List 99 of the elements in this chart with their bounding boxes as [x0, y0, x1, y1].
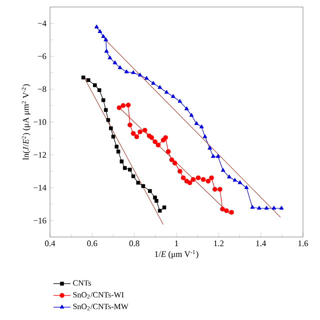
point	[124, 69, 129, 74]
point	[163, 135, 168, 140]
point	[120, 103, 126, 108]
point	[153, 196, 157, 200]
point	[141, 184, 146, 188]
point	[120, 160, 124, 164]
point	[171, 94, 176, 98]
point	[218, 186, 222, 192]
point	[212, 186, 218, 192]
y-tick-label: −14	[34, 184, 46, 191]
point	[111, 134, 116, 139]
point	[189, 113, 194, 117]
point	[272, 206, 276, 210]
x-tick-label: 1.4	[256, 240, 266, 246]
point	[148, 189, 152, 193]
point	[134, 134, 140, 140]
point	[202, 134, 208, 138]
point	[104, 108, 108, 112]
y-tick-label: −12	[34, 152, 46, 158]
point	[109, 126, 113, 130]
point	[154, 198, 158, 203]
point	[118, 65, 122, 70]
point	[94, 24, 99, 28]
point	[169, 157, 174, 162]
point	[131, 70, 136, 74]
point	[190, 177, 196, 182]
point	[220, 206, 225, 212]
point	[106, 118, 110, 122]
x-tick-label: 0.8	[129, 240, 140, 246]
point	[122, 166, 127, 170]
point	[180, 175, 186, 180]
point	[128, 168, 132, 172]
point	[81, 76, 86, 80]
point	[229, 210, 234, 215]
point	[216, 154, 220, 158]
point	[162, 206, 166, 210]
point	[209, 175, 214, 180]
point	[232, 178, 238, 182]
y-tick-label: −10	[34, 119, 46, 125]
x-tick-label: 0.4	[45, 240, 56, 246]
point	[158, 208, 162, 213]
point	[138, 129, 142, 134]
point	[158, 85, 162, 89]
point	[98, 29, 102, 33]
point	[128, 122, 132, 128]
point	[93, 83, 97, 88]
point	[97, 88, 102, 92]
point	[144, 76, 149, 80]
point	[136, 180, 140, 185]
point	[196, 175, 201, 180]
y-tick-label: −4	[38, 20, 46, 26]
point	[101, 98, 106, 102]
point	[101, 34, 106, 38]
x-tick-label: 1	[175, 240, 178, 246]
point	[116, 105, 122, 110]
point	[257, 206, 262, 210]
point	[250, 205, 255, 209]
point	[178, 99, 182, 103]
x-tick-label: 1.2	[214, 240, 224, 246]
point	[279, 206, 284, 210]
point	[152, 139, 158, 144]
point	[194, 121, 199, 125]
point	[86, 78, 90, 82]
point	[156, 142, 161, 148]
point	[238, 180, 242, 184]
point	[114, 144, 119, 149]
y-tick-label: −8	[38, 86, 46, 92]
point	[116, 150, 120, 154]
point	[220, 168, 226, 172]
point	[164, 90, 169, 94]
point	[211, 154, 216, 158]
x-tick-label: 0.6	[87, 240, 98, 246]
point	[166, 149, 171, 154]
point	[206, 178, 211, 184]
point	[149, 135, 154, 140]
point	[244, 185, 249, 190]
point	[184, 106, 189, 110]
y-tick-label: −6	[38, 53, 46, 60]
point	[187, 180, 192, 186]
point	[142, 128, 148, 133]
point	[104, 37, 108, 42]
y-tick-label: −16	[34, 218, 46, 224]
point	[224, 208, 229, 214]
point	[138, 72, 142, 77]
point	[208, 146, 212, 150]
point	[199, 124, 204, 128]
point	[172, 160, 178, 166]
x-axis-title: 1/E (μm V$^{-1}$)	[155, 250, 198, 259]
point	[104, 48, 109, 53]
point	[130, 131, 136, 136]
x-tick-label: 1.6	[298, 240, 308, 246]
point	[177, 168, 182, 174]
point	[126, 102, 131, 108]
point	[200, 177, 206, 182]
point	[108, 56, 112, 60]
point	[227, 174, 232, 178]
point	[151, 80, 156, 85]
point	[112, 60, 118, 64]
point	[264, 206, 269, 210]
